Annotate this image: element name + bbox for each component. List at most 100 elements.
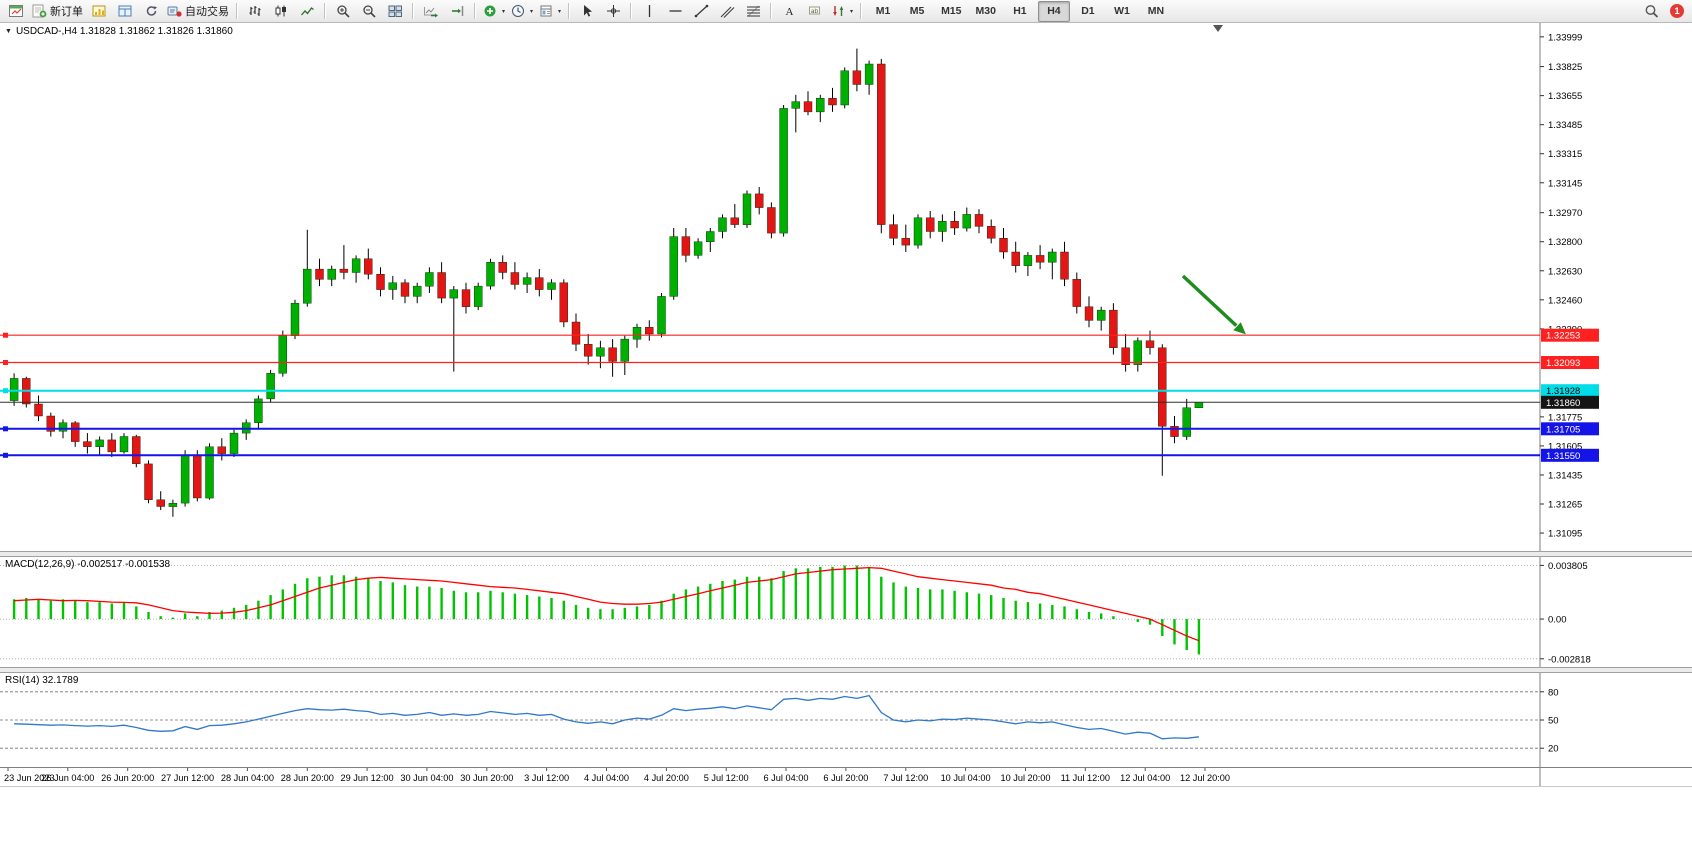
horizontal-line-icon [668,4,683,18]
text-icon: A [782,4,797,18]
periods-button[interactable]: ▾ [508,1,536,22]
text-label-button[interactable]: ab [802,1,828,22]
channel-icon [720,4,735,18]
auto-trading-label: 自动交易 [185,6,229,18]
search-icon [1644,4,1660,19]
refresh-button[interactable] [138,1,164,22]
template-icon [539,4,554,18]
svg-text:7 Jul 12:00: 7 Jul 12:00 [883,773,928,783]
svg-text:4 Jul 20:00: 4 Jul 20:00 [644,773,689,783]
toolbar-separator [412,3,414,19]
timeframe-d1-button[interactable]: D1 [1081,5,1095,17]
main-chart-plot[interactable]: 1.33999 1.33825 1.33655 1.33485 1.33315 1.331… [0,23,1692,551]
zoom-in-icon [336,4,351,18]
svg-text:28 Jun 04:00: 28 Jun 04:00 [221,773,274,783]
svg-text:1.31605: 1.31605 [1548,441,1582,452]
timeframe-h4-button[interactable]: H4 [1037,0,1070,22]
new-order-button[interactable]: 新订单 [29,1,86,22]
zoom-out-button[interactable] [356,1,382,22]
text-button[interactable]: A [776,1,802,22]
auto-scroll-icon [423,4,439,18]
tile-windows-button[interactable] [382,1,408,22]
crosshair-button[interactable] [600,1,626,22]
toolbar-separator [324,3,326,19]
bar-chart-icon [248,4,263,18]
svg-text:10 Jul 20:00: 10 Jul 20:00 [1000,773,1050,783]
svg-text:1.31775: 1.31775 [1548,412,1582,423]
auto-trading-button[interactable]: 自动交易 [164,1,232,22]
svg-text:26 Jun 20:00: 26 Jun 20:00 [101,773,154,783]
vertical-line-button[interactable] [636,1,662,22]
macd-pane[interactable]: MACD(12,26,9) -0.002517 -0.001538 0.0038… [0,557,1692,667]
chart-shift-marker-icon [1213,25,1223,32]
svg-text:1.32630: 1.32630 [1548,266,1582,277]
svg-text:1.33999: 1.33999 [1548,32,1582,43]
pane-splitter[interactable] [0,667,1692,673]
fibonacci-button[interactable] [740,1,766,22]
svg-text:6 Jul 20:00: 6 Jul 20:00 [823,773,868,783]
candlestick-chart-button[interactable] [268,1,294,22]
timeframe-h1-button[interactable]: H1 [1013,5,1027,17]
candlestick-chart-icon [274,4,289,18]
svg-text:20: 20 [1548,744,1559,755]
line-chart-button[interactable] [294,1,320,22]
auto-scroll-button[interactable] [418,1,444,22]
horizontal-line-button[interactable] [662,1,688,22]
svg-text:30 Jun 20:00: 30 Jun 20:00 [460,773,513,783]
bar-chart-button[interactable] [242,1,268,22]
svg-text:26 Jun 04:00: 26 Jun 04:00 [41,773,94,783]
clock-icon [511,4,526,18]
timeframe-m15-button[interactable]: M15 [941,5,962,17]
svg-text:1.32800: 1.32800 [1548,237,1582,248]
templates-button[interactable]: ▾ [536,1,564,22]
svg-text:1.33485: 1.33485 [1548,120,1582,131]
timeframe-w1-button[interactable]: W1 [1114,5,1130,17]
svg-text:12 Jul 04:00: 12 Jul 04:00 [1120,773,1170,783]
new-chart-button[interactable] [3,1,29,22]
main-chart-pane[interactable]: ▼ USDCAD-,H4 1.31828 1.31862 1.31826 1.3… [0,23,1692,551]
time-axis[interactable]: 23 Jun 2023 26 Jun 04:00 26 Jun 20:00 27 Ju… [0,767,1692,787]
rsi-plot[interactable]: 80 50 20 [0,673,1692,767]
cursor-button[interactable] [574,1,600,22]
pane-splitter[interactable] [0,551,1692,557]
timeframe-m1-button[interactable]: M1 [875,5,891,17]
notification-badge[interactable]: 1 [1670,4,1684,18]
data-window-icon [118,4,133,18]
text-label-icon: ab [808,4,823,18]
svg-text:1.33145: 1.33145 [1548,178,1582,189]
trendline-icon [694,4,709,18]
svg-text:0.00: 0.00 [1548,615,1567,626]
rsi-pane[interactable]: RSI(14) 32.1789 80 50 20 [0,673,1692,767]
timeframe-mn-button[interactable]: MN [1147,5,1165,17]
svg-text:1.33825: 1.33825 [1548,62,1582,73]
svg-text:23 Jun 2023: 23 Jun 2023 [4,773,55,783]
one-click-trading-toggle[interactable]: ▼ [5,28,12,35]
timeframe-m30-button[interactable]: M30 [975,5,996,17]
chart-shift-button[interactable] [444,1,470,22]
svg-text:1.32253: 1.32253 [1546,331,1580,342]
new-order-icon [32,4,47,18]
chart-shift-icon [450,4,465,18]
arrows-button[interactable]: ▾ [828,1,856,22]
market-watch-button[interactable] [86,1,112,22]
indicators-button[interactable]: ▾ [480,1,508,22]
trendline-button[interactable] [688,1,714,22]
chevron-down-icon: ▾ [530,8,534,15]
data-window-button[interactable] [112,1,138,22]
zoom-in-button[interactable] [330,1,356,22]
svg-text:10 Jul 04:00: 10 Jul 04:00 [941,773,991,783]
chevron-down-icon: ▾ [502,8,506,15]
svg-text:1.33655: 1.33655 [1548,91,1582,102]
equidistant-channel-button[interactable] [714,1,740,22]
svg-text:A: A [785,6,793,18]
line-chart-icon [300,4,315,18]
svg-text:80: 80 [1548,687,1559,698]
market-watch-icon [92,4,107,18]
timeframe-m5-button[interactable]: M5 [909,5,925,17]
indicators-icon [483,4,498,18]
svg-text:1.32460: 1.32460 [1548,295,1582,306]
search-button[interactable] [1639,1,1665,22]
macd-plot[interactable]: 0.003805 0.00 -0.002818 [0,557,1692,667]
chevron-down-icon: ▾ [850,8,854,15]
